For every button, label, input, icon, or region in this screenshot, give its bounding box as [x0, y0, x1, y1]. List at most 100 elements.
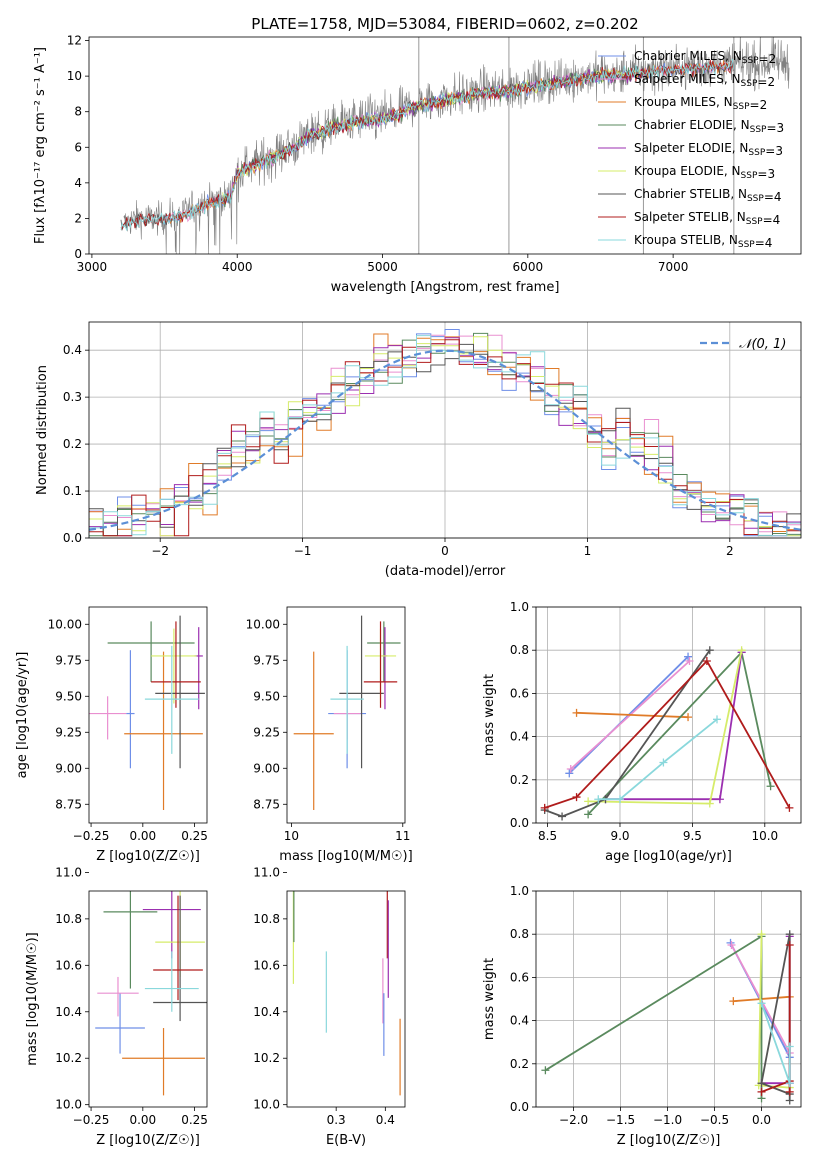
weight-marker-chabrier_elodie [584, 810, 593, 819]
x-axis-label: mass [log10(M/M☉)] [279, 849, 412, 864]
y-tick-label: 10.00 [48, 617, 82, 631]
y-tick-label: 9.50 [253, 689, 280, 703]
y-tick-label: 2 [74, 211, 82, 225]
normal-curve [89, 349, 801, 531]
weight-marker-kroupa_elodie [584, 797, 593, 806]
weight-marker-kroupa_miles [729, 997, 738, 1006]
weight-marker-salpeter_stelib [785, 1087, 794, 1096]
weight-line-kroupa_stelib [598, 718, 718, 801]
y-tick-label: 9.25 [253, 725, 280, 739]
weight-marker-kroupa_elodie [737, 646, 746, 655]
y-tick-label: 10.8 [253, 912, 280, 926]
y-tick-label: 9.50 [55, 689, 82, 703]
axes-frame [535, 890, 802, 1108]
weight-marker-kroupa_stelib [659, 758, 668, 767]
y-tick-label: 10.4 [55, 1005, 82, 1019]
weight-marker-kroupa_stelib [785, 1042, 794, 1051]
y-tick-label: 12 [67, 34, 82, 48]
axes-frame [88, 36, 802, 255]
axes-frame [286, 890, 406, 1108]
plot-area [292, 891, 401, 1096]
weight-line-chabrier_stelib [544, 649, 711, 818]
y-axis-label: Flux [fλ10⁻¹⁷ erg cm⁻² s⁻¹ A⁻¹] [33, 47, 48, 244]
weight-marker-salpeter_stelib [540, 803, 549, 812]
axes-frame [535, 606, 802, 824]
weight-line-kroupa_stelib [760, 1003, 791, 1084]
y-tick-label: 9.00 [253, 761, 280, 775]
x-axis-label: Z [log10(Z/Z☉)] [96, 1133, 200, 1148]
y-tick-label: 0.6 [510, 970, 529, 984]
panel-spectrum: 3000 4000 5000 6000 7000 0 2 4 6 8 10 12 wavelength … [33, 34, 802, 295]
y-tick-label: 0.2 [510, 1057, 529, 1071]
x-tick-label: 9.0 [610, 829, 629, 843]
plot-area [293, 615, 401, 811]
weight-marker-salpeter_stelib [785, 803, 794, 812]
weight-marker-kroupa_stelib [615, 795, 624, 804]
y-tick-label: 0.8 [510, 927, 529, 941]
weight-marker-chabrier_stelib [558, 812, 567, 821]
legend-label-chabrier_miles: Chabrier MILES, NSSP=2 [634, 49, 776, 66]
axes-frame [286, 606, 406, 824]
y-tick-label: 9.75 [253, 653, 280, 667]
y-tick-label: 10.2 [55, 1051, 82, 1065]
weight-marker-kroupa_miles [572, 708, 581, 717]
panel-residual-histogram: −2 −1 0 1 2 0.0 0.1 0.2 0.3 0.4 (data-model)/error… [35, 321, 802, 579]
y-tick-label: 0.8 [510, 643, 529, 657]
x-tick-label: −1.5 [606, 1113, 635, 1127]
axes-frame [88, 606, 208, 824]
x-tick-label: 0.00 [129, 1113, 156, 1127]
panel-age-vs-Z: −0.25 0.00 0.25 8.75 9.00 9.25 9.50 9.75 10.00 Z … [15, 606, 208, 864]
x-tick-label: −0.5 [700, 1113, 729, 1127]
y-tick-label: 10.2 [253, 1051, 280, 1065]
x-tick-label: 5000 [367, 260, 398, 274]
weight-marker-salpeter_stelib [757, 1087, 766, 1096]
y-tick-label: 0.4 [63, 343, 82, 357]
weight-marker-chabrier_miles [565, 769, 574, 778]
x-tick-label: 0.00 [129, 829, 156, 843]
y-tick-label: 8.75 [253, 797, 280, 811]
weight-marker-salpeter_miles [685, 657, 694, 665]
legend-label-kroupa_stelib: Kroupa STELIB, NSSP=4 [634, 233, 772, 250]
y-tick-label: 4 [74, 176, 82, 190]
x-tick-label: 0 [441, 544, 449, 558]
x-axis-label: Z [log10(Z/Z☉)] [96, 849, 200, 864]
weight-marker-kroupa_stelib [757, 999, 766, 1008]
y-tick-label: 10.8 [55, 912, 82, 926]
y-tick-label: 0.0 [510, 816, 529, 830]
legend-label-salpeter_elodie: Salpeter ELODIE, NSSP=3 [634, 141, 783, 158]
weight-marker-kroupa_miles [684, 713, 693, 722]
weight-marker-chabrier_miles [684, 652, 693, 661]
y-axis-label: mass [log10(M/M☉)] [25, 932, 40, 1065]
legend-label-chabrier_elodie: Chabrier ELODIE, NSSP=3 [634, 118, 784, 135]
x-tick-label: 0.4 [376, 1113, 395, 1127]
panel-age-vs-mass: 10 11 8.75 9.00 9.25 9.50 9.75 10.00 mass [log10… [246, 606, 413, 864]
x-tick-label: −2.0 [559, 1113, 588, 1127]
x-tick-label: 0.25 [181, 829, 208, 843]
y-tick-label: 10 [67, 69, 82, 83]
weight-marker-kroupa_stelib [594, 795, 603, 804]
weight-marker-kroupa_elodie [757, 930, 766, 939]
x-tick-label: 6000 [513, 260, 544, 274]
x-axis-label: (data-model)/error [385, 564, 506, 579]
y-tick-label: 9.00 [55, 761, 82, 775]
spectrum-legend: Chabrier MILES, NSSP=2 Salpeter MILES, NS… [598, 49, 784, 250]
weight-line-chabrier_elodie [587, 650, 772, 816]
y-tick-label: 11.0 [55, 865, 82, 879]
axes-frame [88, 890, 208, 1108]
y-axis-label: Normed distribution [35, 365, 50, 495]
weight-marker-kroupa_elodie [705, 799, 714, 808]
weight-line-chabrier_elodie [544, 934, 763, 1099]
weight-line-salpeter_stelib [761, 945, 791, 1093]
plot-area [95, 891, 207, 1096]
residual-hist-chabrier_stelib [89, 343, 801, 538]
y-tick-label: 0.0 [63, 531, 82, 545]
panel-mass-weight-vs-Z: −2.0 −1.5 −1.0 −0.5 0.0 0.0 0.2 0.4 0.6 0.8 1.0 Z [… [482, 884, 802, 1148]
y-tick-label: 0.2 [63, 437, 82, 451]
y-tick-label: 6 [74, 140, 82, 154]
y-axis-label: age [log10(age/yr)] [15, 652, 30, 779]
y-tick-label: 0.6 [510, 686, 529, 700]
y-axis-label: mass weight [482, 674, 497, 756]
y-tick-label: 9.25 [55, 725, 82, 739]
y-tick-label: 0.0 [510, 1100, 529, 1114]
